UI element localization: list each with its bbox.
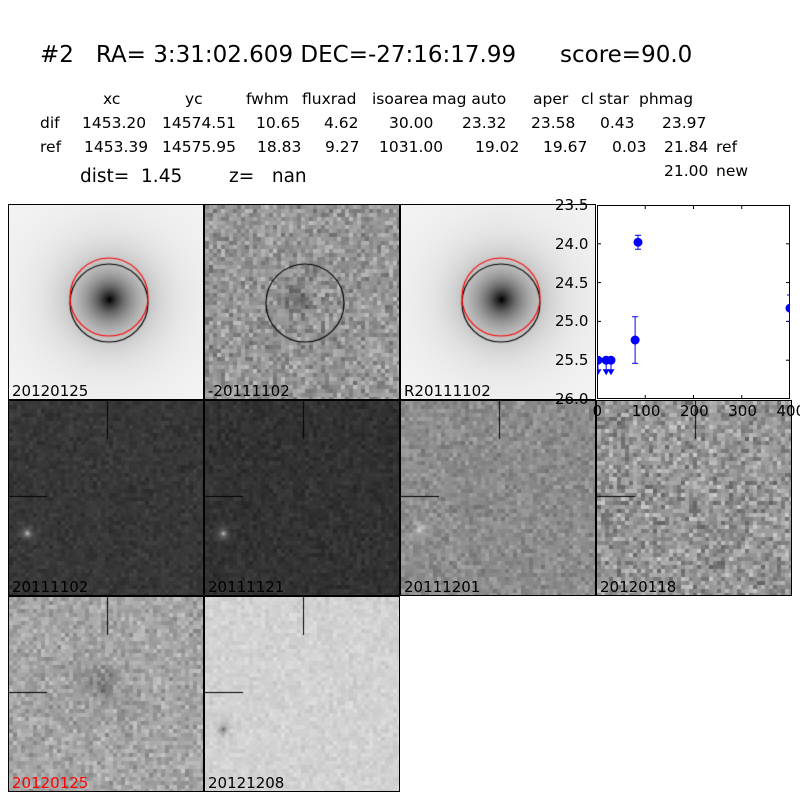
table-cell: 0.43 xyxy=(600,114,635,132)
y-tick-label: 25.5 xyxy=(555,351,589,370)
table-cell: 30.00 xyxy=(389,114,434,132)
stamp-date-label: 20120125 xyxy=(12,382,89,400)
upper-limit-arrow xyxy=(602,369,610,376)
x-tick-label: 100 xyxy=(631,402,661,420)
stamp-date-label: -20111102 xyxy=(208,382,290,400)
light-curve-plot xyxy=(597,205,790,399)
row-label: dif xyxy=(40,114,60,132)
stamp-image xyxy=(205,205,399,399)
x-tick-label: 0 xyxy=(592,402,603,420)
new-mag: 21.00 xyxy=(664,162,709,180)
column-header: xc xyxy=(103,90,121,108)
plot-frame xyxy=(597,205,790,399)
stamp-image xyxy=(401,205,595,399)
table-cell: 14574.51 xyxy=(162,114,236,132)
column-header: aper xyxy=(533,90,569,108)
table-cell: 4.62 xyxy=(324,114,359,132)
image-stamp: -20111102 xyxy=(204,204,400,400)
limit-point xyxy=(606,355,616,365)
redshift-text: z= nan xyxy=(229,166,307,187)
new-mag: new xyxy=(716,162,749,180)
stamp-image xyxy=(205,401,399,595)
stamp-date-label: 20120118 xyxy=(600,578,677,596)
stamp-date-label: 20120125 xyxy=(12,774,89,792)
stamp-image xyxy=(9,205,203,399)
stamp-date-label: 20111102 xyxy=(12,578,89,596)
column-header: fwhm xyxy=(246,90,289,108)
row-label: ref xyxy=(40,138,62,156)
image-stamp: 20111102 xyxy=(8,400,204,596)
stamp-date-label: R20111102 xyxy=(404,382,491,400)
table-cell: 1031.00 xyxy=(379,138,444,156)
x-tick-label: 300 xyxy=(728,402,757,420)
y-tick-label: 23.5 xyxy=(555,196,589,214)
stamp-image xyxy=(9,401,203,595)
dist-text: dist= 1.45 xyxy=(80,166,183,187)
image-stamp: 20120125 xyxy=(8,204,204,400)
table-cell: 19.67 xyxy=(543,138,588,156)
data-point xyxy=(785,303,790,313)
image-stamp: 20111121 xyxy=(204,400,400,596)
row-suffix: ref xyxy=(716,138,738,156)
stamp-date-label: 20111121 xyxy=(208,578,285,596)
stamp-image xyxy=(401,401,595,595)
stamp-image xyxy=(205,597,399,791)
image-stamp: 20111201 xyxy=(400,400,596,596)
image-stamp: 20121208 xyxy=(204,596,400,792)
upper-limit-arrow xyxy=(597,369,602,376)
table-cell: 23.58 xyxy=(531,114,576,132)
column-header: yc xyxy=(185,90,203,108)
table-cell: 9.27 xyxy=(325,138,360,156)
stamp-date-label: 20121208 xyxy=(208,774,285,792)
image-stamp: R20111102 xyxy=(400,204,596,400)
table-cell: 23.32 xyxy=(462,114,507,132)
image-stamp: 20120118 xyxy=(596,400,792,596)
table-cell: 18.83 xyxy=(257,138,302,156)
column-header: phmag xyxy=(639,90,694,108)
column-header: mag auto xyxy=(432,90,507,108)
y-tick-label: 26.0 xyxy=(555,390,589,408)
table-cell: 1453.20 xyxy=(82,114,147,132)
data-point xyxy=(630,335,640,345)
image-stamp: 20120125 xyxy=(8,596,204,792)
stamp-image xyxy=(9,597,203,791)
table-cell: 14575.95 xyxy=(162,138,236,156)
stamp-date-label: 20111201 xyxy=(404,578,481,596)
column-header: fluxrad xyxy=(302,90,357,108)
y-tick-label: 24.5 xyxy=(555,273,589,292)
y-tick-label: 24.0 xyxy=(555,234,589,253)
table-cell: 23.97 xyxy=(662,114,707,132)
x-tick-label: 200 xyxy=(680,402,709,420)
table-cell: 10.65 xyxy=(256,114,301,132)
table-cell: 1453.39 xyxy=(84,138,149,156)
column-header: isoarea xyxy=(372,90,429,108)
table-cell: 19.02 xyxy=(475,138,520,156)
table-cell: 0.03 xyxy=(612,138,647,156)
limit-point xyxy=(597,355,603,365)
upper-limit-arrow xyxy=(607,369,615,376)
table-cell: 21.84 xyxy=(664,138,709,156)
column-header: cl star xyxy=(581,90,629,108)
page-title: #2 RA= 3:31:02.609 DEC=-27:16:17.99 scor… xyxy=(40,42,693,68)
y-tick-label: 25.0 xyxy=(555,312,589,331)
data-point xyxy=(633,237,643,247)
x-tick-label: 400 xyxy=(776,402,800,420)
stamp-image xyxy=(597,401,791,595)
